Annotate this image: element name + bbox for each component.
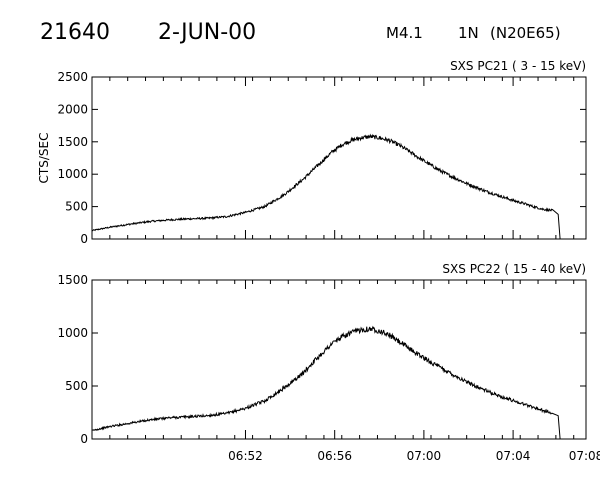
flare-location: (N20E65)	[490, 24, 561, 42]
panel-top-xticks	[91, 77, 587, 239]
panel-top-title: SXS PC21 ( 3 - 15 keV)	[450, 59, 586, 73]
panel-bottom: SXS PC22 ( 15 - 40 keV) 0 500 1000 1500 06:…	[57, 262, 600, 463]
x-tick-label: 07:08	[569, 449, 600, 463]
flare-class: M4.1	[386, 24, 423, 42]
x-tick-label: 07:00	[407, 449, 442, 463]
x-tick-label: 06:52	[228, 449, 263, 463]
y-tick-label: 0	[80, 432, 88, 446]
y-tick-label: 0	[80, 232, 88, 246]
y-tick-label: 500	[65, 379, 88, 393]
y-tick-label: 1000	[57, 326, 88, 340]
y-tick-label: 1500	[57, 273, 88, 287]
x-tick-label: 07:04	[496, 449, 531, 463]
panel-bottom-xticks: 06:52 06:56 07:00 07:04 07:08	[91, 280, 600, 463]
panel-bottom-series-line	[91, 325, 576, 440]
panel-top-yticks: 0 500 1000 1500 2000 2500	[57, 70, 586, 246]
y-tick-label: 2000	[57, 102, 88, 116]
event-date: 2-JUN-00	[158, 20, 256, 45]
y-tick-label: 500	[65, 200, 88, 214]
y-axis-label: CTS/SEC	[37, 133, 51, 184]
panel-bottom-title: SXS PC22 ( 15 - 40 keV)	[442, 262, 586, 276]
event-id: 21640	[40, 20, 110, 45]
y-tick-label: 1500	[57, 135, 88, 149]
panel-bottom-frame	[91, 279, 587, 440]
panel-top: SXS PC21 ( 3 - 15 keV) CTS/SEC 0 500 1000 1…	[37, 59, 587, 246]
panel-top-series-line	[91, 133, 576, 240]
optical-class: 1N	[458, 24, 479, 42]
x-tick-label: 06:56	[317, 449, 352, 463]
panel-bottom-yticks: 0 500 1000 1500	[57, 273, 586, 446]
y-tick-label: 1000	[57, 167, 88, 181]
y-tick-label: 2500	[57, 70, 88, 84]
panel-top-frame	[91, 76, 587, 240]
